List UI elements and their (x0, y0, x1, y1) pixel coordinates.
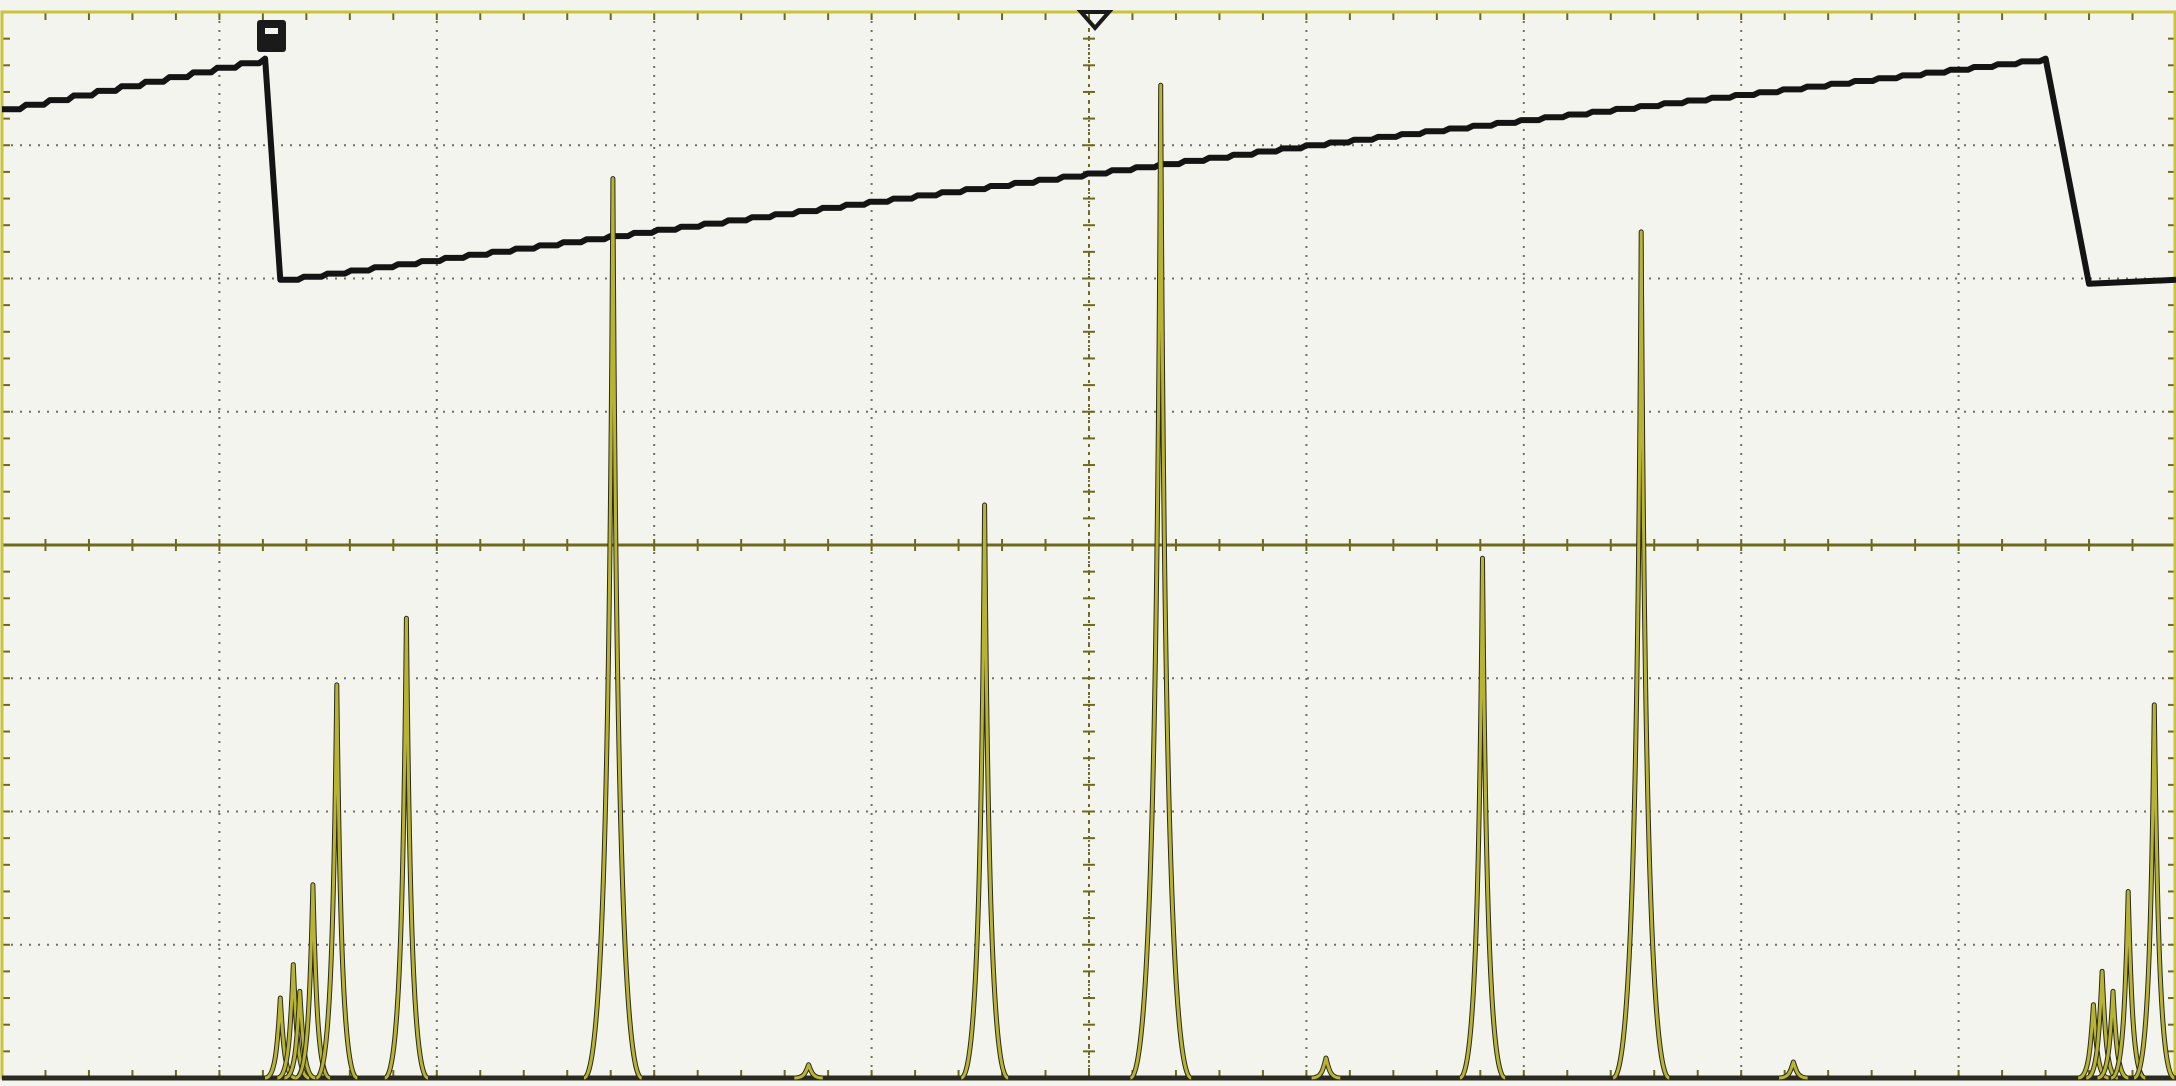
peak-mark (2133, 703, 2176, 1080)
peak-mark (794, 1063, 823, 1080)
peak-mark (1311, 1056, 1341, 1080)
peak-mark (264, 996, 297, 1080)
peak-mark (315, 683, 358, 1080)
peak-mark (1612, 230, 1670, 1080)
graticule (0, 10, 2176, 1080)
trigger-position-marker (1076, 10, 1114, 32)
peak-trace (2, 82, 2176, 1081)
peak-mark (583, 177, 643, 1080)
ramp-trace-line (2, 55, 2176, 287)
peak-mark (1129, 83, 1192, 1080)
peak-mark (1459, 556, 1506, 1080)
channel-marker (257, 20, 286, 52)
peak-mark (960, 503, 1009, 1080)
peak-mark (2097, 989, 2129, 1080)
peak-mark (283, 989, 316, 1080)
channel-marker-notch (265, 28, 278, 34)
peak-mark (2110, 890, 2146, 1080)
peak-mark (2077, 1003, 2109, 1080)
peak-mark (384, 616, 429, 1080)
ramp-trace (2, 55, 2176, 287)
markers (257, 10, 1114, 52)
peak-mark (2085, 969, 2119, 1080)
peak-mark (1779, 1060, 1808, 1080)
